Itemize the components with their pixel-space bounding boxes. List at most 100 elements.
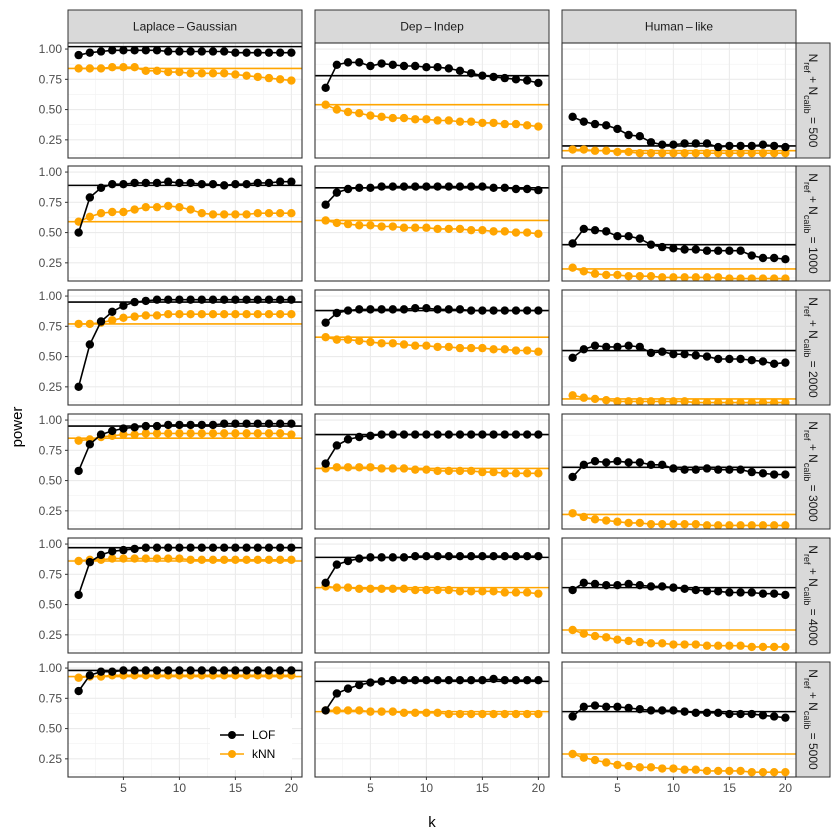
lof-point <box>366 553 375 562</box>
knn-point <box>511 228 521 237</box>
lof-point <box>534 430 543 439</box>
knn-point <box>691 519 700 529</box>
panel <box>314 289 550 406</box>
knn-point <box>691 273 700 281</box>
lof-point <box>602 121 611 130</box>
knn-point <box>590 755 600 765</box>
knn-point <box>422 223 431 232</box>
lof-point <box>680 349 689 359</box>
panel-background <box>68 43 302 158</box>
knn-point <box>769 398 779 405</box>
knn-point <box>186 205 195 214</box>
knn-point <box>175 67 184 77</box>
knn-point <box>478 118 487 128</box>
knn-point <box>511 709 521 719</box>
lof-point <box>613 232 622 241</box>
knn-point <box>511 588 521 597</box>
knn-point <box>275 555 285 564</box>
knn-point <box>511 119 521 129</box>
knn-point <box>736 398 745 405</box>
lof-point <box>613 702 622 711</box>
lof-point <box>579 702 589 711</box>
knn-point <box>747 642 756 652</box>
lof-point <box>590 341 600 350</box>
knn-point <box>646 519 656 529</box>
lof-point <box>119 46 128 55</box>
lof-point <box>108 426 117 436</box>
knn-point <box>489 345 498 354</box>
knn-point <box>624 518 633 528</box>
lof-point <box>119 545 128 555</box>
lof-point <box>231 543 240 552</box>
lof-point <box>253 178 262 188</box>
lof-point <box>534 306 543 315</box>
knn-point <box>152 554 162 563</box>
lof-point <box>669 583 678 592</box>
lof-point <box>534 551 543 561</box>
lof-point <box>186 47 195 56</box>
knn-point <box>747 398 756 405</box>
lof-point <box>85 193 95 202</box>
lof-point <box>568 712 577 721</box>
lof-point <box>332 560 342 569</box>
lof-point <box>275 543 285 552</box>
knn-point <box>411 115 420 124</box>
lof-point <box>119 301 128 310</box>
lof-point <box>658 706 667 715</box>
panel-marks <box>562 224 796 281</box>
lof-point <box>658 582 667 591</box>
panel <box>314 165 550 282</box>
lof-point <box>321 578 330 587</box>
knn-point <box>669 148 678 158</box>
y-tick-label: 1.00 <box>39 537 63 551</box>
knn-point <box>658 273 667 281</box>
panel <box>314 537 550 654</box>
x-tick-label: 10 <box>420 781 434 795</box>
panel-background <box>562 662 796 777</box>
lof-point <box>108 667 117 676</box>
lof-point <box>321 83 330 92</box>
lof-point <box>411 61 420 71</box>
knn-point <box>613 270 622 280</box>
lof-point <box>287 177 296 186</box>
knn-point <box>355 584 364 594</box>
lof-point <box>747 356 756 365</box>
lof-point <box>164 543 173 552</box>
knn-point <box>175 554 184 563</box>
lof-point <box>355 432 364 442</box>
lof-point <box>635 234 645 243</box>
knn-point <box>231 70 240 79</box>
lof-point <box>478 182 487 191</box>
lof-point <box>781 142 790 152</box>
lof-point <box>264 178 274 188</box>
panel: 5 10 15 20 <box>314 661 550 795</box>
knn-point <box>444 466 453 476</box>
row-strip <box>795 661 831 778</box>
lof-point <box>219 47 229 56</box>
panel-marks <box>562 701 796 777</box>
lof-point <box>197 420 206 430</box>
knn-point <box>702 398 712 405</box>
knn-point <box>219 555 229 564</box>
knn-point <box>769 767 779 777</box>
knn-point <box>747 148 756 158</box>
lof-point <box>489 430 498 439</box>
knn-point <box>377 339 386 348</box>
lof-point <box>635 132 645 141</box>
knn-point <box>186 555 195 564</box>
lof-point <box>736 141 745 151</box>
knn-point <box>444 709 453 719</box>
y-tick-label: 1.00 <box>39 413 63 427</box>
lof-point <box>433 182 442 191</box>
gridlines <box>562 662 796 777</box>
lof-point <box>85 48 95 57</box>
knn-point <box>781 274 790 281</box>
knn-point <box>411 585 420 595</box>
knn-point <box>186 310 195 319</box>
lof-point <box>141 666 151 675</box>
lof-point <box>680 245 689 254</box>
lof-point <box>186 295 195 304</box>
knn-point <box>119 207 128 217</box>
knn-point <box>658 397 667 405</box>
knn-point <box>141 202 151 212</box>
